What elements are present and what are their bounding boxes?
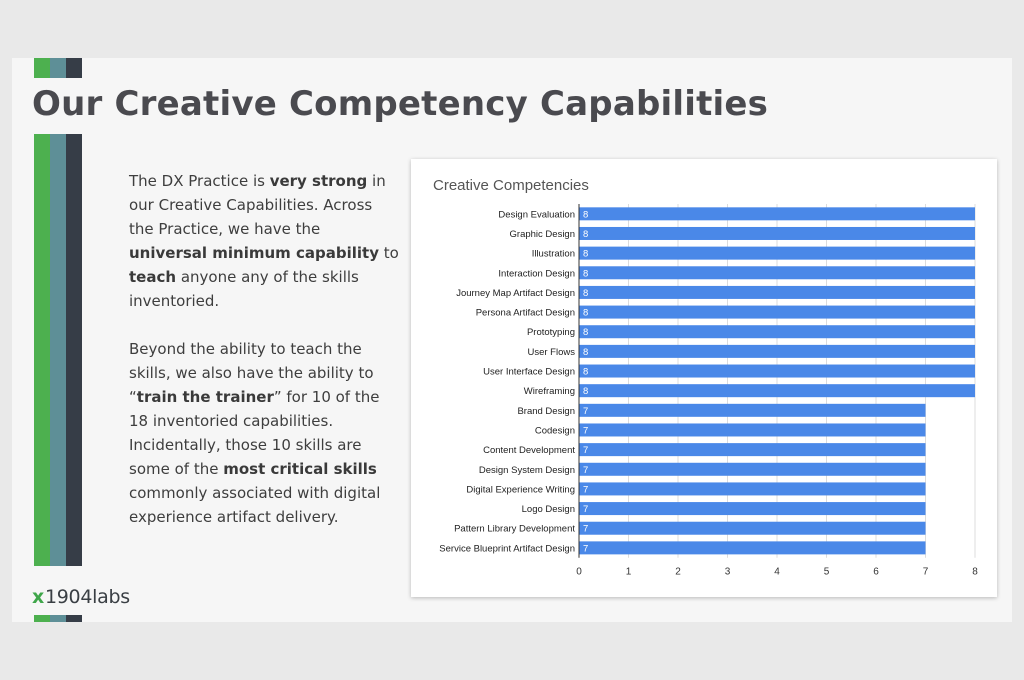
body-emphasis: teach [129,268,177,286]
bar [579,423,926,437]
slide-title: Our Creative Competency Capabilities [32,84,769,124]
category-label: Codesign [535,425,575,436]
bar [579,305,975,319]
x-tick-label: 0 [576,567,582,578]
category-label: Logo Design [522,504,575,515]
accent-stripe-teal [50,615,66,622]
body-run: The DX Practice is [129,172,270,190]
category-label: Wireframing [524,386,575,397]
x-tick-label: 2 [675,567,681,578]
logo-mark: x [32,586,44,608]
data-label: 7 [583,445,588,456]
data-label: 8 [583,209,588,220]
bar [579,325,975,339]
data-label: 8 [583,249,588,260]
body-emphasis: most critical skills [223,460,377,478]
bar [579,364,975,378]
bar [579,521,926,535]
body-emphasis: universal minimum capability [129,244,379,262]
body-run: ” for 10 of the 18 inventoried capabilit… [129,388,380,478]
bar [579,285,975,299]
bar [579,246,975,260]
x-tick-label: 8 [972,567,978,578]
category-label: Journey Map Artifact Design [456,288,575,299]
data-label: 8 [583,347,588,358]
x-tick-label: 7 [923,567,929,578]
bar [579,541,926,555]
x-tick-label: 4 [774,567,780,578]
company-logo: x1904labs [32,586,130,608]
bar [579,443,926,457]
data-label: 7 [583,504,588,515]
body-text: The DX Practice is very strong in our Cr… [129,169,401,553]
data-label: 8 [583,229,588,240]
data-label: 7 [583,543,588,554]
data-label: 8 [583,327,588,338]
data-label: 7 [583,465,588,476]
category-label: Persona Artifact Design [476,308,575,319]
accent-stripe-teal [50,134,66,566]
category-label: Illustration [532,249,575,260]
accent-stripe-dark [66,58,82,78]
category-label: Digital Experience Writing [466,484,575,495]
category-label: Content Development [483,445,575,456]
bar-chart: Creative Competencies 0 1 2 3 4 5 6 7 8 Design Eva… [433,177,978,578]
x-tick-label: 5 [824,567,830,578]
category-label: User Interface Design [483,367,575,378]
data-label: 8 [583,268,588,279]
body-paragraph-1: The DX Practice is very strong in our Cr… [129,169,401,313]
bar [579,462,926,476]
bar [579,384,975,398]
data-label: 8 [583,367,588,378]
body-paragraph-2: Beyond the ability to teach the skills, … [129,337,401,529]
body-run: Beyond the ability to teach the skills, … [129,340,374,406]
bar [579,502,926,516]
category-label: Interaction Design [498,268,575,279]
chart-card: Creative Competencies 0 1 2 3 4 5 6 7 8 Design Eva… [411,159,997,597]
bar [579,207,975,221]
body-run: in our Creative Capabilities. Across the… [129,172,386,238]
bar [579,266,975,280]
accent-stripe-teal [50,58,66,78]
category-label: Graphic Design [510,229,575,240]
bar [579,482,926,496]
chart-title: Creative Competencies [433,177,589,194]
accent-stripe-green [34,615,50,622]
x-tick-label: 3 [725,567,731,578]
slide: Our Creative Competency Capabilities The… [12,58,1012,622]
category-label: Brand Design [517,406,575,417]
data-label: 7 [583,425,588,436]
data-label: 7 [583,406,588,417]
category-label: Prototyping [527,327,575,338]
data-label: 8 [583,386,588,397]
x-tick-label: 1 [626,567,632,578]
category-label: User Flows [527,347,575,358]
category-label: Service Blueprint Artifact Design [439,543,575,554]
data-label: 7 [583,484,588,495]
accent-stripe-green [34,134,50,566]
x-tick-label: 6 [873,567,879,578]
data-label: 8 [583,308,588,319]
body-run: anyone any of the skills inventoried. [129,268,359,310]
bar [579,226,975,240]
accent-stripe-dark [66,134,82,566]
category-label: Design System Design [479,465,575,476]
data-label: 8 [583,288,588,299]
logo-text: 1904labs [44,586,130,608]
body-run: to [379,244,399,262]
accent-stripe-green [34,58,50,78]
data-label: 7 [583,524,588,535]
body-run: commonly associated with digital experie… [129,484,381,526]
bar [579,344,975,358]
category-label: Pattern Library Development [454,524,575,535]
body-emphasis: train the trainer [136,388,274,406]
category-label: Design Evaluation [498,209,575,220]
body-emphasis: very strong [269,172,368,190]
bar [579,403,926,417]
accent-stripe-dark [66,615,82,622]
